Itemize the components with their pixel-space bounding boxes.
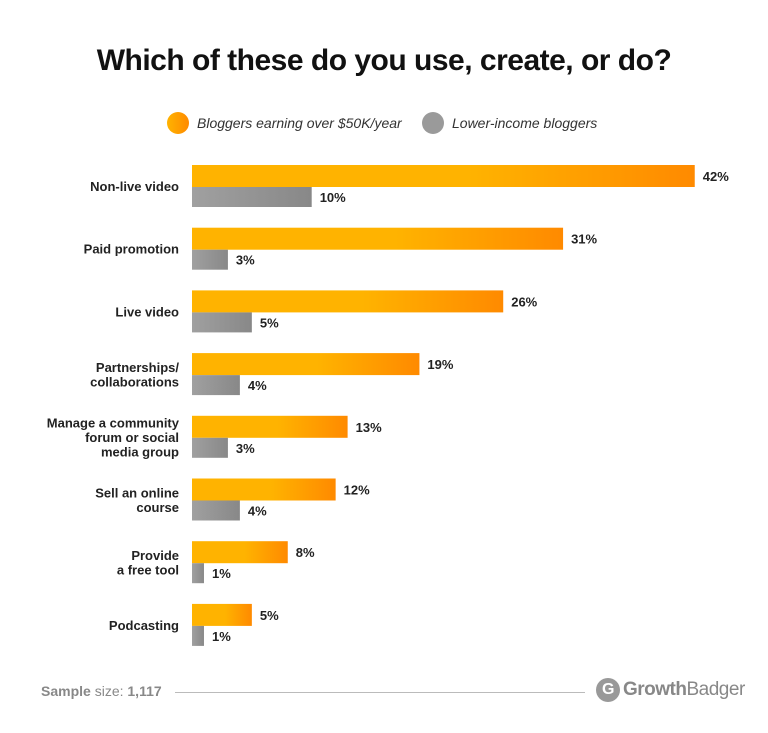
category-label: media group [101,444,179,459]
footer-divider [175,692,585,693]
data-label: 5% [260,315,279,330]
logo-text-bold: Growth [623,679,687,700]
data-label: 12% [344,483,370,498]
category-label: collaborations [90,374,179,389]
legend-item-high-income: Bloggers earning over $50K/year [167,112,402,134]
bar-low-income [192,312,252,333]
data-label: 13% [356,420,382,435]
bar-high-income [192,415,348,438]
data-label: 3% [236,441,255,456]
bar-high-income [192,353,420,376]
bar-low-income [192,375,240,396]
sample-value: 1,117 [127,683,162,699]
data-label: 5% [260,608,279,623]
sample-size: Sample size: 1,117 [41,683,162,699]
category-label: course [136,500,179,515]
bar-low-income [192,563,204,584]
category-label: Paid promotion [84,242,179,257]
legend-swatch-orange [167,112,189,134]
category-label: Manage a community [47,415,180,430]
category-label: Sell an online [95,485,179,500]
data-label: 8% [296,545,315,560]
category-label: Non-live video [90,179,179,194]
badger-icon: G [596,678,620,702]
bar-high-income [192,165,695,187]
category-label: a free tool [117,562,179,577]
bar-high-income [192,290,504,313]
legend-label: Bloggers earning over $50K/year [197,115,402,131]
bar-low-income [192,625,204,646]
data-label: 31% [571,232,597,247]
data-label: 42% [703,169,729,184]
growthbadger-logo: G Growth Badger [596,678,745,702]
legend-item-low-income: Lower-income bloggers [422,112,597,134]
bar-high-income [192,478,336,501]
category-label: Partnerships/ [96,360,179,375]
data-label: 4% [248,504,267,519]
category-label: Live video [115,304,179,319]
data-label: 4% [248,378,267,393]
data-label: 26% [511,294,537,309]
bar-low-income [192,437,228,458]
bar-high-income [192,603,252,626]
data-label: 1% [212,629,231,644]
legend-label: Lower-income bloggers [452,115,598,131]
data-label: 10% [320,190,346,205]
sample-label: Sample [41,683,91,699]
bar-low-income [192,187,312,207]
bar-low-income [192,500,240,521]
category-label: Provide [131,548,179,563]
category-label: forum or social [85,430,179,445]
data-label: 3% [236,253,255,268]
bar-high-income [192,227,564,250]
data-label: 19% [427,357,453,372]
size-label: size: [94,683,124,699]
bar-low-income [192,249,228,270]
bar-high-income [192,541,288,564]
chart-title: Which of these do you use, create, or do… [96,44,672,77]
logo-text-light: Badger [686,679,746,700]
category-label: Podcasting [109,618,179,633]
data-label: 1% [212,566,231,581]
legend-swatch-gray [422,112,444,134]
